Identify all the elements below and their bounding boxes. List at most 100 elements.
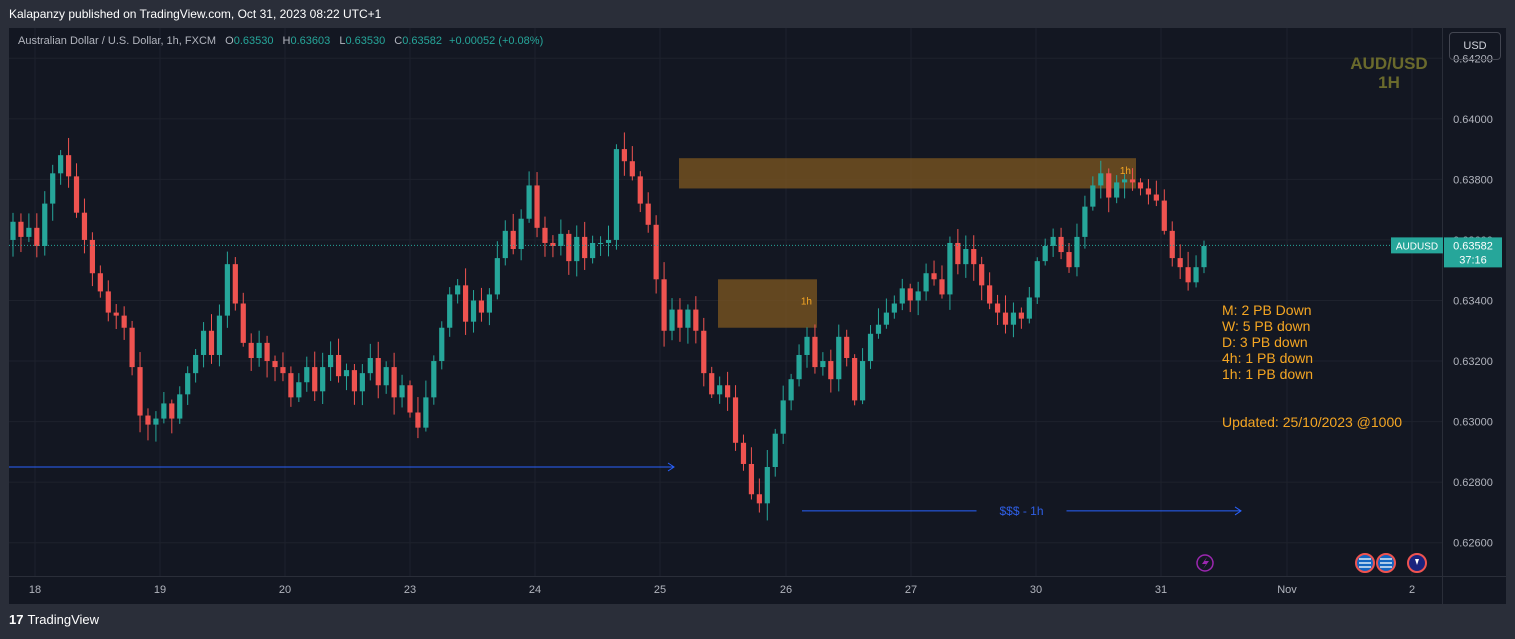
candle-body <box>844 336 850 359</box>
price-chart[interactable]: 0.642000.640000.638000.636000.634000.632… <box>9 28 1506 604</box>
candle-body <box>200 330 207 355</box>
x-tick-label: 30 <box>1030 584 1042 596</box>
candle-body <box>391 367 397 398</box>
candle-body <box>725 385 731 398</box>
candle-body <box>502 230 508 259</box>
candle-body <box>605 239 612 243</box>
candle-body <box>955 242 961 265</box>
candle-body <box>367 358 373 374</box>
open-value: 0.63530 <box>233 35 274 47</box>
candle-body <box>26 227 32 237</box>
candle-body <box>288 373 294 398</box>
x-tick-label: 20 <box>279 584 291 596</box>
candle-body <box>796 354 802 380</box>
candle-body <box>566 233 572 262</box>
chart-panel[interactable]: 0.642000.640000.638000.636000.634000.632… <box>9 28 1506 604</box>
close-value: 0.63582 <box>402 35 442 47</box>
candle-body <box>272 361 278 368</box>
candle-body <box>50 173 56 204</box>
low-label: L <box>339 35 346 47</box>
candle-body <box>470 300 477 322</box>
candle-body <box>486 294 492 313</box>
candle-body <box>121 315 127 328</box>
candle-body <box>780 400 786 434</box>
candle-body <box>669 309 675 331</box>
candle-body <box>653 224 659 280</box>
candle-body <box>1026 297 1032 319</box>
x-tick-label: 31 <box>1155 584 1167 596</box>
candle-body <box>224 264 230 316</box>
candle-body <box>709 373 715 395</box>
candle-body <box>979 264 985 286</box>
candle-body <box>574 236 580 262</box>
candle-body <box>756 494 762 504</box>
tradingview-logo-icon: 17 <box>9 612 24 627</box>
candle-body <box>1177 258 1183 268</box>
open-label: O <box>225 35 234 47</box>
candle-body <box>971 249 977 265</box>
candle-body <box>923 273 929 292</box>
lightning-bolt-icon <box>1202 557 1209 569</box>
x-tick-label: 26 <box>780 584 792 596</box>
candle-body <box>947 242 953 295</box>
candle-body <box>1201 245 1207 268</box>
x-tick-label: 18 <box>29 584 41 596</box>
candle-body <box>939 279 945 295</box>
candle-body <box>34 227 40 246</box>
candle-body <box>1122 179 1128 183</box>
high-value: 0.63603 <box>290 35 331 47</box>
candle-body <box>963 249 969 265</box>
footer-brand[interactable]: 17 TradingView <box>9 612 99 627</box>
publisher-text: Kalapanzy published on TradingView.com, … <box>9 7 382 21</box>
candle-body <box>1066 252 1072 268</box>
note-weekly: W: 5 PB down <box>1222 318 1311 334</box>
high-label: H <box>282 35 291 47</box>
candle-body <box>772 433 778 468</box>
note-4h: 4h: 1 PB down <box>1222 350 1314 366</box>
candle-body <box>891 303 897 313</box>
note-monthly: M: 2 PB Down <box>1222 302 1312 318</box>
candle-body <box>883 312 889 325</box>
candle-body <box>621 149 627 162</box>
candle-body <box>1129 179 1136 183</box>
candle-body <box>1082 206 1088 237</box>
candle-body <box>185 373 191 395</box>
candle-body <box>1106 173 1112 198</box>
watermark-interval: 1H <box>1378 73 1400 92</box>
candle-body <box>534 185 540 228</box>
x-tick-label: 25 <box>654 584 666 596</box>
candle-body <box>685 309 691 328</box>
candle-body <box>478 300 485 313</box>
candle-body <box>748 463 755 495</box>
candle-body <box>248 342 254 359</box>
candle-body <box>510 230 516 250</box>
x-tick-label: 19 <box>154 584 166 596</box>
candle-body <box>717 385 723 395</box>
x-tick-label: 27 <box>905 584 917 596</box>
candle-body <box>1058 236 1064 253</box>
candle-body <box>439 327 445 362</box>
candle-body <box>415 412 421 428</box>
candle-body <box>232 264 238 304</box>
candle-body <box>58 155 64 174</box>
y-tick-label: 0.62800 <box>1453 477 1493 489</box>
zone-label: 1h <box>1120 166 1131 177</box>
candle-body <box>875 324 882 334</box>
candle-body <box>351 370 358 392</box>
currency-button[interactable]: USD <box>1449 32 1501 60</box>
candle-body <box>1050 236 1056 246</box>
y-tick-label: 0.63200 <box>1453 356 1493 368</box>
candle-body <box>320 367 326 392</box>
candle-body <box>343 370 350 377</box>
arrow-head-icon <box>667 462 675 472</box>
bar-countdown: 37:16 <box>1459 254 1487 266</box>
candle-body <box>867 333 874 362</box>
candle-body <box>423 397 429 428</box>
y-tick-label: 0.63400 <box>1453 295 1493 307</box>
candle-body <box>137 367 143 416</box>
candle-body <box>312 367 318 392</box>
candle-body <box>899 288 905 304</box>
candle-body <box>240 303 246 343</box>
candle-body <box>335 354 342 377</box>
candle-body <box>169 403 175 419</box>
